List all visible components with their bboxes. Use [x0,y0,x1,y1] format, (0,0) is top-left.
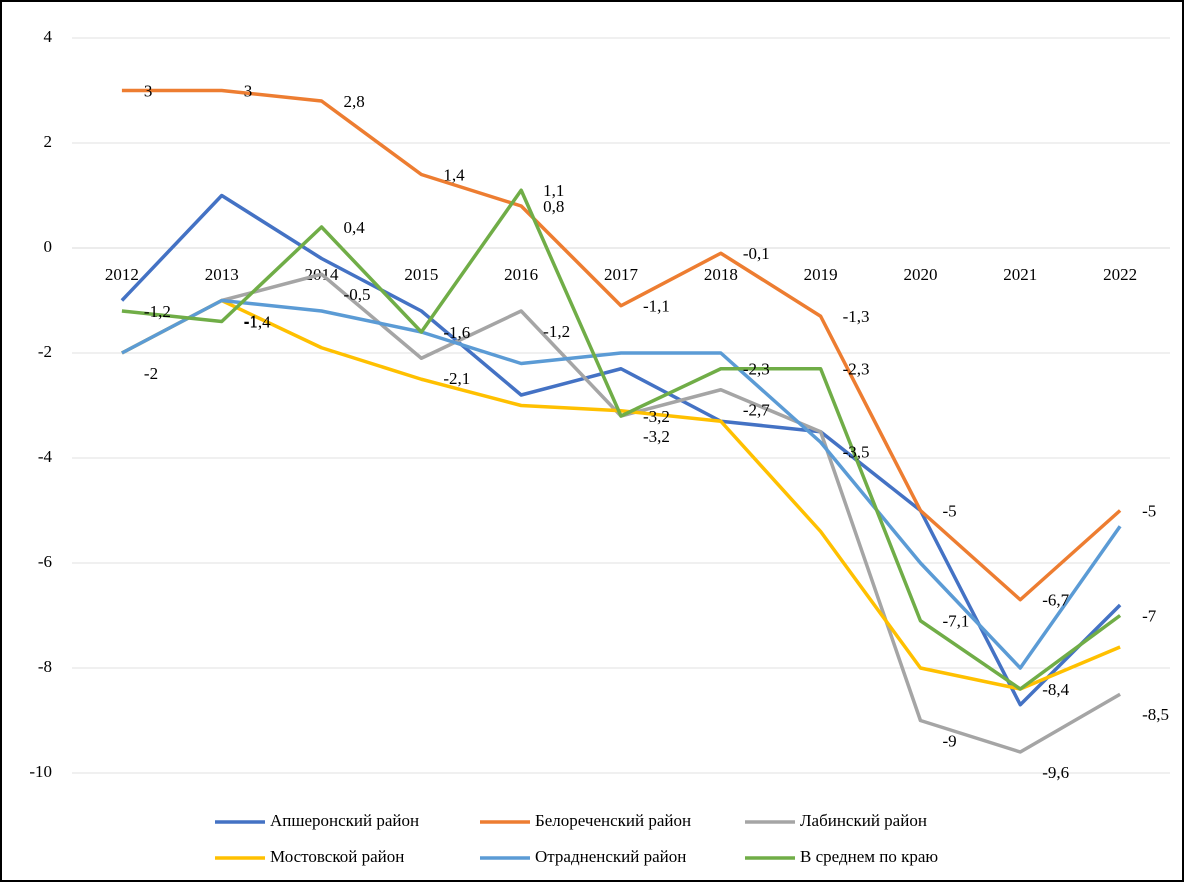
series-line [121,298,1122,670]
y-tick-label: 4 [44,27,53,46]
x-tick-label: 2017 [604,265,639,284]
data-label: -1,4 [244,312,271,331]
data-label: -2 [144,364,158,383]
x-tick-label: 2012 [105,265,139,284]
data-label: -7,1 [942,612,969,631]
y-tick-label: -10 [29,762,52,781]
x-tick-label: 2020 [903,265,937,284]
data-label: -2,1 [443,369,470,388]
data-label: -0,5 [344,285,371,304]
legend-label: В среднем по краю [800,847,938,866]
legend-label: Мостовской район [270,847,404,866]
data-label: -2,3 [843,360,870,379]
data-label: 3 [144,81,153,100]
y-tick-label: -2 [38,342,52,361]
series-line [121,88,1122,602]
data-label: -1,1 [643,297,670,316]
data-label: -9 [942,731,956,750]
data-label: -5 [1142,501,1156,520]
y-tick-label: -4 [38,447,53,466]
data-label: -1,3 [843,307,870,326]
data-label: 2,8 [344,92,365,111]
x-tick-label: 2019 [804,265,838,284]
y-tick-label: 2 [44,132,53,151]
x-tick-label: 2018 [704,265,738,284]
data-label: 3 [244,81,253,100]
data-label: -2,7 [743,401,770,420]
series-line [121,298,1121,691]
data-label: -1,2 [144,302,171,321]
data-label: 0,4 [344,218,366,237]
series-line [121,188,1122,691]
y-tick-label: -6 [38,552,52,571]
data-label: 1,1 [543,181,564,200]
data-label: -3,2 [643,407,670,426]
series-line [120,193,1122,707]
legend-label: Белореченский район [535,811,691,830]
x-tick-label: 2016 [504,265,538,284]
data-label: 1,4 [443,165,465,184]
data-label: -1 [244,311,258,330]
data-label: -3,5 [843,443,870,462]
legend-label: Отрадненский район [535,847,686,866]
x-tick-label: 2021 [1003,265,1037,284]
data-label: -1,2 [543,322,570,341]
data-label: -2,3 [743,360,770,379]
data-label: -7 [1142,606,1157,625]
data-label: -5 [942,501,956,520]
x-tick-label: 2022 [1103,265,1137,284]
data-label: -9,6 [1042,763,1069,782]
data-label: -8,5 [1142,705,1169,724]
legend-label: Лабинский район [800,811,927,830]
legend-label: Апшеронский район [270,811,419,830]
data-label: 0,8 [543,197,564,216]
x-tick-label: 2015 [404,265,438,284]
y-tick-label: -8 [38,657,52,676]
data-label: -8,4 [1042,680,1069,699]
data-label: -3,2 [643,427,670,446]
data-label: -1,6 [443,323,470,342]
data-label: -6,7 [1042,591,1069,610]
data-label: -0,1 [743,244,770,263]
x-tick-label: 2013 [205,265,239,284]
y-tick-label: 0 [44,237,53,256]
